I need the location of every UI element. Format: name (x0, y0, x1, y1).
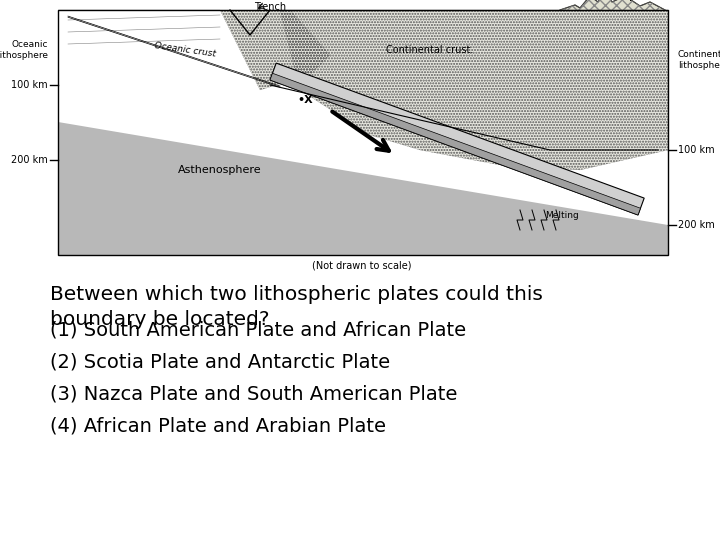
Text: (3) Nazca Plate and South American Plate: (3) Nazca Plate and South American Plate (50, 384, 457, 403)
Text: •X: •X (297, 95, 313, 105)
Text: Oceanic
lithosphere: Oceanic lithosphere (0, 40, 48, 60)
Text: 200 km: 200 km (12, 155, 48, 165)
Text: (Not drawn to scale): (Not drawn to scale) (312, 260, 412, 270)
Text: 100 km: 100 km (12, 80, 48, 90)
Text: (4) African Plate and Arabian Plate: (4) African Plate and Arabian Plate (50, 416, 386, 435)
Polygon shape (270, 73, 641, 215)
Polygon shape (58, 10, 668, 255)
Text: Trench: Trench (254, 2, 286, 12)
Polygon shape (58, 122, 668, 255)
Text: Continental crust.: Continental crust. (387, 45, 474, 55)
Bar (58, 10, 668, 255)
Text: Between which two lithospheric plates could this
boundary be located?: Between which two lithospheric plates co… (50, 285, 543, 329)
Text: 100 km: 100 km (678, 145, 715, 155)
Text: Asthenosphere: Asthenosphere (178, 165, 262, 175)
Polygon shape (280, 10, 668, 170)
Polygon shape (58, 10, 330, 90)
Polygon shape (560, 0, 665, 10)
Text: Continental
lithosphere: Continental lithosphere (678, 50, 720, 70)
Text: Melting: Melting (545, 211, 579, 219)
Polygon shape (270, 63, 644, 215)
Text: (1) South American Plate and African Plate: (1) South American Plate and African Pla… (50, 321, 466, 340)
Text: Oceanic crust: Oceanic crust (153, 41, 216, 59)
Text: 200 km: 200 km (678, 220, 715, 230)
Text: (2) Scotia Plate and Antarctic Plate: (2) Scotia Plate and Antarctic Plate (50, 353, 390, 372)
